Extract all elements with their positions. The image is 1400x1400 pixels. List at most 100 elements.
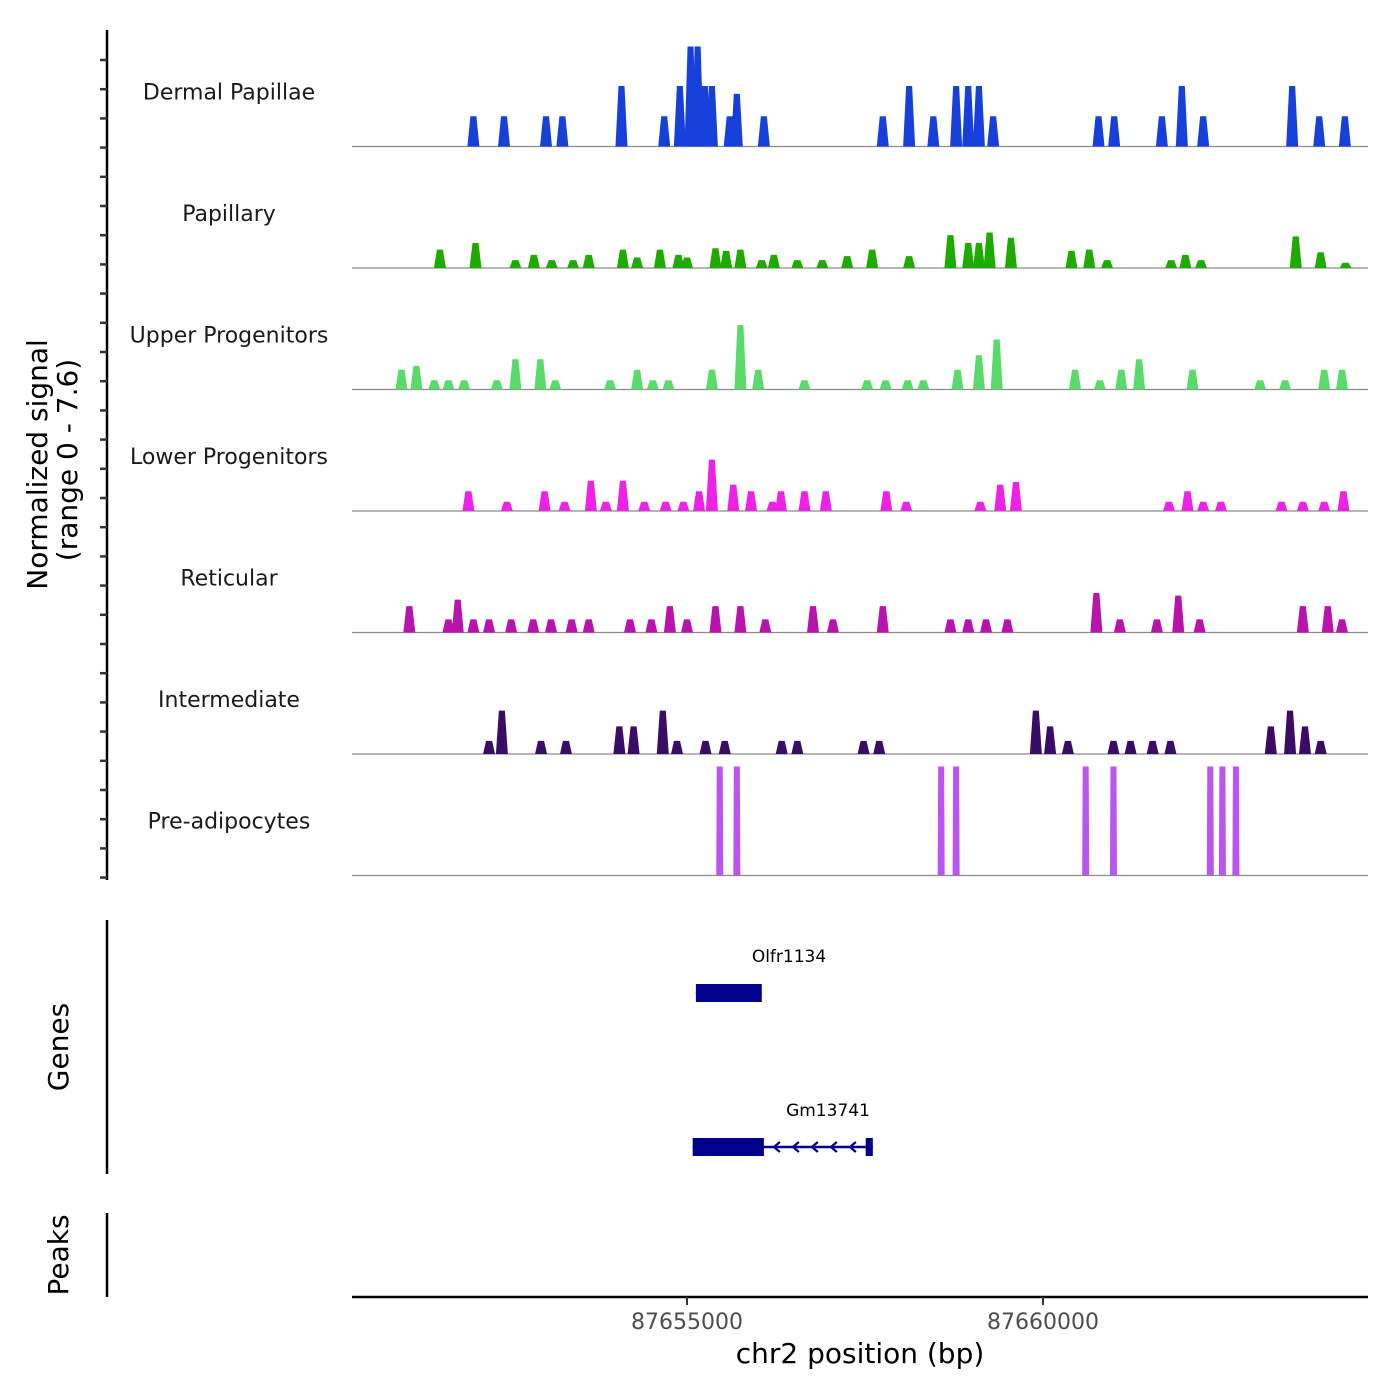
signal-peak (720, 250, 733, 268)
signal-peak (798, 380, 811, 390)
signal-peak (775, 740, 788, 754)
signal-peak (624, 619, 637, 633)
signal-tracks: Dermal Papillae Papillary Upper Progenitor… (130, 46, 1368, 877)
signal-peak (718, 740, 731, 754)
track-label: Papillary (182, 202, 276, 227)
signal-peak (631, 369, 644, 390)
genes-track-label: Genes (42, 1003, 75, 1091)
signal-peak (767, 254, 780, 268)
signal-peak (451, 599, 464, 633)
signal-peak (755, 260, 768, 268)
signal-peak (879, 380, 892, 390)
signal-peak (677, 501, 690, 511)
signal-peak (1286, 85, 1299, 147)
signal-peak (1083, 249, 1096, 268)
signal-peak (1146, 740, 1159, 754)
signal-peak (1093, 380, 1106, 390)
signal-peak (1296, 606, 1309, 633)
signal-peak (819, 491, 832, 511)
signal-peak (490, 380, 503, 390)
signal-peak (544, 619, 557, 633)
y-axis-title-line-2: (range 0 - 7.6) (51, 359, 84, 561)
signal-peak (1264, 726, 1277, 754)
signal-peak (1150, 619, 1163, 633)
track-label: Reticular (180, 567, 278, 592)
strand-arrow (791, 1141, 800, 1153)
signal-peak (467, 619, 480, 633)
signal-peak (752, 369, 765, 390)
peaks-track: Peaks (42, 1213, 109, 1297)
signal-peak (1124, 740, 1137, 754)
genes-track: Genes Olfr1134 Gm13741 (42, 920, 873, 1174)
signal-peak (1181, 491, 1194, 511)
signal-peak (807, 606, 820, 633)
gene-exon (692, 1138, 764, 1156)
track-label: Upper Progenitors (130, 324, 329, 349)
signal-peak (1321, 606, 1334, 633)
signal-peak (1186, 369, 1199, 390)
track-reticular: Reticular (180, 567, 1368, 634)
signal-peak (962, 243, 975, 268)
signal-peak (709, 248, 722, 268)
signal-peak (403, 606, 416, 633)
peaks-track-label: Peaks (42, 1214, 75, 1295)
signal-peak (1289, 236, 1302, 268)
signal-peak (658, 116, 671, 147)
signal-peak (774, 491, 787, 511)
signal-peak (1107, 740, 1120, 754)
signal-peak (816, 260, 829, 268)
signal-peak (1314, 252, 1327, 268)
signal-peak (559, 740, 572, 754)
signal-peak (880, 491, 893, 511)
signal-peak (627, 726, 640, 754)
track-dermal-papillae: Dermal Papillae (143, 46, 1368, 148)
signal-peak (584, 480, 597, 511)
signal-peak (927, 116, 940, 147)
signal-peak (944, 619, 957, 633)
signal-peak (972, 243, 985, 268)
signal-peak (433, 249, 446, 268)
signal-peak (972, 85, 985, 147)
x-tick-label: 87655000 (631, 1310, 743, 1335)
signal-peak (565, 619, 578, 633)
gene-exon (865, 1138, 873, 1156)
signal-peak (990, 339, 1003, 390)
signal-peak (972, 355, 985, 390)
signal-peak (1175, 85, 1188, 147)
signal-peak (1197, 501, 1210, 511)
signal-peak (442, 380, 455, 390)
signal-peak (582, 254, 595, 268)
signal-peak (1165, 260, 1178, 268)
signal-peak (1298, 726, 1311, 754)
signal-peak (994, 484, 1007, 511)
signal-peak (734, 249, 747, 268)
signal-peak (1218, 766, 1226, 876)
signal-peak (734, 606, 747, 633)
signal-peak (509, 359, 522, 390)
signal-peak (900, 501, 913, 511)
signal-peak (616, 480, 629, 511)
signal-peak (1164, 740, 1177, 754)
signal-y-axis (100, 30, 109, 880)
signal-peak (709, 606, 722, 633)
signal-peak (1044, 726, 1057, 754)
signal-peak (662, 380, 675, 390)
signal-peak (1193, 619, 1206, 633)
signal-peak (791, 740, 804, 754)
track-label: Pre-adipocytes (148, 810, 311, 835)
strand-arrow (848, 1141, 857, 1153)
signal-peak (527, 619, 540, 633)
signal-peak (631, 257, 644, 268)
signal-peak (1109, 766, 1117, 876)
signal-peak (495, 710, 508, 754)
track-label: Dermal Papillae (143, 81, 315, 106)
signal-peak (950, 85, 963, 147)
signal-peak (1313, 116, 1326, 147)
signal-peak (974, 501, 987, 511)
signal-peak (1092, 116, 1105, 147)
track-papillary: Papillary (182, 202, 1368, 269)
signal-peak (1336, 619, 1349, 633)
signal-peak (826, 619, 839, 633)
signal-peak (509, 260, 522, 268)
signal-peak (1001, 619, 1014, 633)
